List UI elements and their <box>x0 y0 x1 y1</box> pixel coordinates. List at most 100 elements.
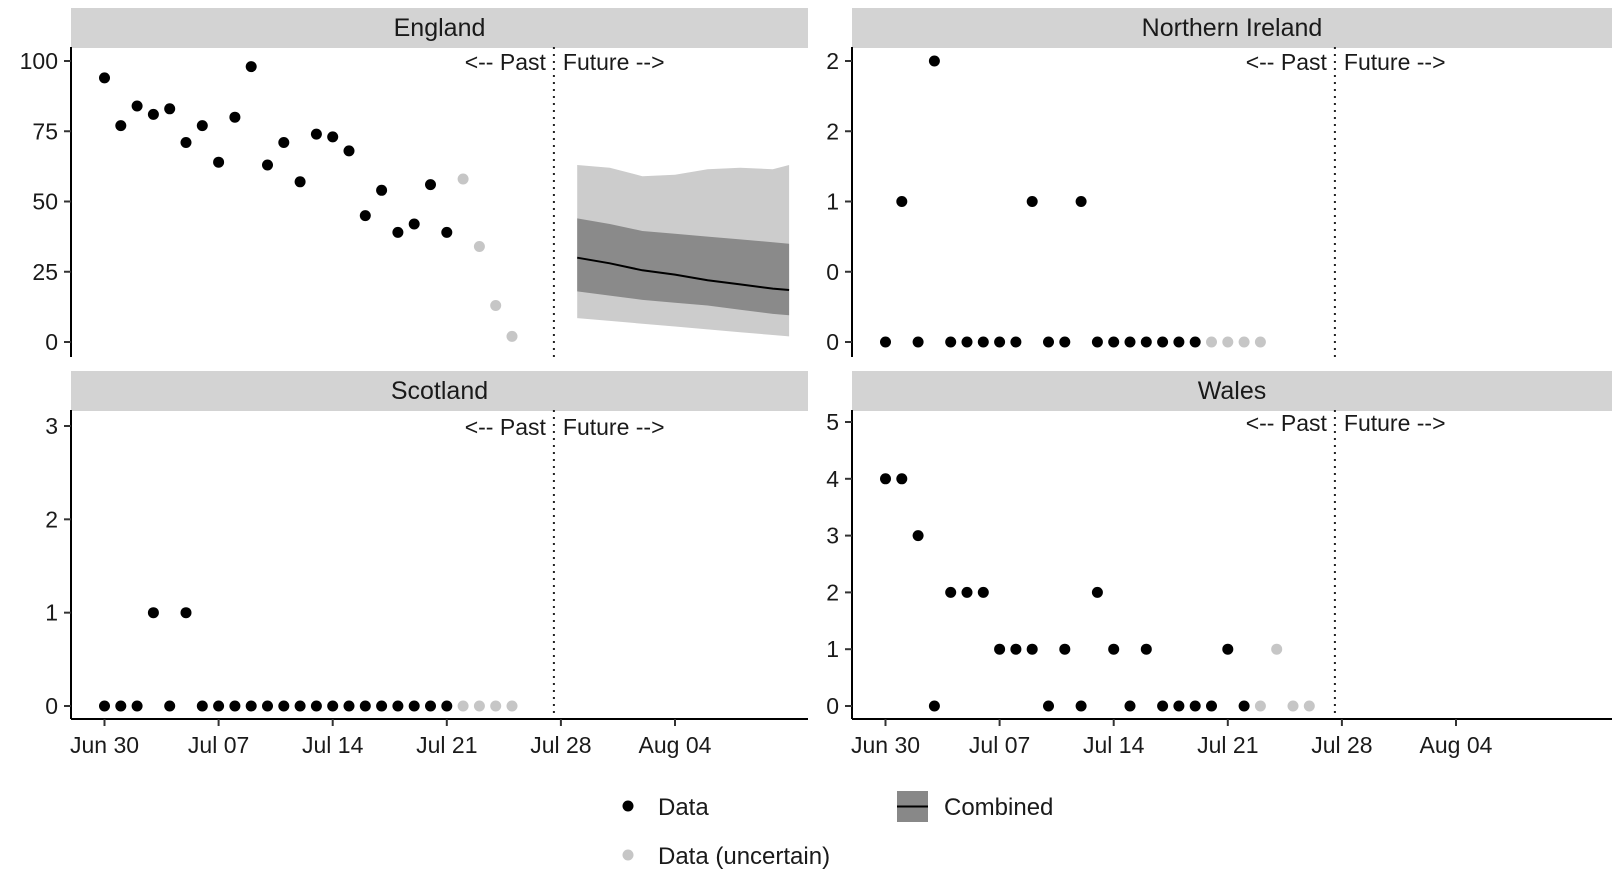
forecast-inner-band <box>577 218 790 316</box>
data-point <box>376 700 388 712</box>
data-point <box>164 103 176 115</box>
x-tick-label: Jul 21 <box>416 732 477 758</box>
y-tick-label: 100 <box>20 48 58 74</box>
y-tick-label: 5 <box>826 409 839 435</box>
data-point-uncertain <box>1254 336 1266 348</box>
data-point <box>928 700 940 712</box>
past-label: <-- Past <box>1246 410 1328 436</box>
data-point-uncertain <box>457 700 469 712</box>
past-label: <-- Past <box>465 49 547 75</box>
legend: Data Data (uncertain) Combined <box>622 791 1053 870</box>
data-point <box>343 145 355 157</box>
x-tick-label: Jul 07 <box>969 732 1030 758</box>
data-point-uncertain <box>506 330 518 342</box>
data-point-uncertain <box>490 300 502 311</box>
data-point <box>1206 700 1217 712</box>
data-point <box>294 700 306 712</box>
legend-label-uncertain: Data (uncertain) <box>658 843 830 870</box>
data-point <box>1043 700 1054 712</box>
facet-title: Northern Ireland <box>1142 14 1323 42</box>
data-point <box>880 473 891 485</box>
data-point <box>1173 700 1185 712</box>
data-point <box>245 700 257 712</box>
data-point <box>327 700 339 712</box>
facet-strip <box>71 8 808 48</box>
data-point <box>1043 336 1054 348</box>
data-point <box>977 586 989 598</box>
data-point <box>408 700 420 712</box>
data-point <box>115 120 127 132</box>
facet-strip <box>71 371 808 411</box>
data-point <box>1108 336 1120 348</box>
data-point <box>278 700 290 712</box>
y-tick-label: 4 <box>826 466 839 492</box>
data-point <box>1059 643 1071 655</box>
data-point <box>1140 336 1152 348</box>
data-point <box>310 700 322 712</box>
data-point <box>1026 196 1038 207</box>
x-tick-label: Jul 28 <box>1311 732 1372 758</box>
data-point <box>425 700 436 712</box>
y-tick-label: 0 <box>826 693 839 719</box>
y-tick-label: 2 <box>826 579 839 605</box>
data-point <box>441 700 453 712</box>
data-point <box>1189 336 1201 348</box>
x-tick-label: Jul 14 <box>302 732 364 758</box>
past-label: <-- Past <box>465 414 547 440</box>
data-point <box>1124 700 1136 712</box>
data-point <box>961 336 973 348</box>
data-point-uncertain <box>1206 336 1217 348</box>
data-point <box>131 100 143 112</box>
data-point <box>912 530 924 542</box>
y-tick-label: 1 <box>45 600 58 626</box>
facet-title: England <box>394 14 486 42</box>
data-point-uncertain <box>1222 336 1234 348</box>
data-point <box>441 226 453 238</box>
data-point <box>977 336 989 348</box>
data-point <box>229 111 241 123</box>
data-point <box>262 159 273 171</box>
data-point <box>99 72 110 84</box>
data-point <box>213 156 225 168</box>
y-tick-label: 75 <box>32 118 58 144</box>
x-tick-label: Aug 04 <box>639 732 712 758</box>
data-point <box>994 336 1006 348</box>
data-point-uncertain <box>1271 643 1283 655</box>
y-tick-label: 1 <box>826 189 839 215</box>
y-tick-label: 3 <box>826 523 839 549</box>
facet-strip <box>852 8 1612 48</box>
data-point <box>928 55 940 67</box>
data-point <box>1091 586 1103 598</box>
data-point <box>880 336 891 348</box>
data-point <box>164 700 176 712</box>
x-tick-label: Jul 14 <box>1083 732 1145 758</box>
facet-title: Scotland <box>391 377 488 405</box>
data-point <box>912 336 924 348</box>
y-tick-label: 1 <box>826 636 839 662</box>
data-point <box>180 607 192 619</box>
future-label: Future --> <box>1344 49 1446 75</box>
data-point <box>262 700 273 712</box>
data-point <box>1026 643 1038 655</box>
data-point <box>359 700 371 712</box>
data-point <box>1157 336 1169 348</box>
data-point <box>376 184 388 196</box>
data-point <box>896 196 908 207</box>
data-point <box>1140 643 1152 655</box>
data-point <box>278 137 290 148</box>
data-point <box>147 607 159 619</box>
data-point <box>1108 643 1120 655</box>
data-point <box>99 700 110 712</box>
data-point <box>425 179 436 191</box>
panel-england: England <-- Past Future --> 0 25 50 75 100 <box>20 8 808 357</box>
data-point <box>392 700 404 712</box>
y-tick-label: 25 <box>32 259 58 285</box>
data-point <box>310 128 322 140</box>
data-point <box>1124 336 1136 348</box>
data-point <box>1222 643 1234 655</box>
x-tick-label: Jun 30 <box>70 732 139 758</box>
future-label: Future --> <box>1344 410 1446 436</box>
x-tick-label: Jul 28 <box>530 732 591 758</box>
facet-strip <box>852 371 1612 411</box>
